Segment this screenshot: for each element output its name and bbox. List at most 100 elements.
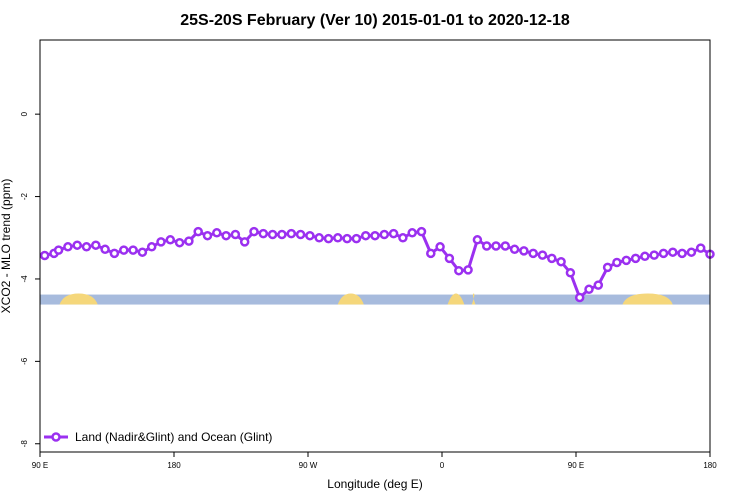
data-point: [584, 284, 594, 295]
data-point: [239, 237, 250, 247]
data-point: [360, 230, 371, 241]
data-point: [519, 246, 529, 256]
x-tick-label: 90 W: [299, 461, 318, 470]
y-tick-label: -2: [20, 192, 29, 200]
data-point: [258, 228, 269, 239]
data-point: [128, 245, 138, 255]
data-point: [323, 233, 334, 244]
data-point: [509, 244, 520, 255]
data-point: [500, 241, 511, 251]
data-point: [370, 230, 380, 241]
legend: Land (Nadir&Glint) and Ocean (Glint): [44, 430, 272, 444]
chart-title: 25S-20S February (Ver 10) 2015-01-01 to …: [180, 12, 570, 29]
land-patch: [337, 293, 364, 305]
y-tick-label: -6: [20, 357, 29, 365]
data-point: [277, 229, 287, 240]
data-point: [574, 292, 585, 303]
data-point: [658, 248, 669, 259]
data-point: [528, 248, 538, 259]
x-tick-label: 90 E: [32, 461, 48, 470]
data-point: [630, 253, 641, 264]
data-point: [202, 230, 213, 241]
data-point: [649, 250, 659, 260]
data-point: [621, 255, 632, 266]
data-point: [565, 268, 576, 278]
data-point: [686, 247, 697, 257]
data-point: [444, 253, 455, 264]
data-point: [184, 236, 194, 246]
data-point: [305, 230, 315, 241]
data-point: [677, 248, 687, 259]
x-axis-label: Longitude (deg E): [327, 477, 422, 491]
data-point: [612, 257, 622, 268]
data-point: [295, 229, 306, 240]
data-point: [137, 247, 148, 257]
plot-frame: [39, 39, 711, 453]
data-point: [72, 240, 82, 250]
series-layer: [39, 226, 715, 303]
data-point: [379, 229, 390, 240]
data-point: [435, 242, 445, 252]
data-point: [491, 241, 501, 251]
land-patch: [471, 293, 476, 305]
data-point: [212, 228, 222, 238]
data-point: [165, 235, 176, 245]
data-point: [53, 245, 64, 255]
x-axis: 90 E 180 90 W 0 90 E 180: [32, 452, 717, 470]
data-point: [463, 265, 473, 275]
data-point: [472, 235, 483, 245]
data-point: [146, 242, 157, 252]
y-axis-label: XCO2 - MLO trend (ppm): [0, 179, 13, 314]
legend-marker: [51, 432, 61, 442]
surface-band: [40, 293, 710, 305]
data-point: [426, 248, 436, 259]
data-point: [39, 250, 50, 261]
x-tick-label: 180: [167, 461, 181, 470]
data-point: [156, 237, 166, 247]
data-point: [388, 228, 399, 239]
data-point: [91, 240, 101, 250]
data-point: [342, 233, 352, 244]
x-tick-label: 0: [440, 461, 445, 470]
data-point: [81, 242, 92, 252]
data-point: [668, 247, 678, 257]
data-point: [398, 233, 408, 243]
data-point: [230, 229, 241, 240]
y-tick-label: 0: [20, 111, 29, 116]
data-point: [640, 251, 650, 262]
data-point: [221, 230, 231, 241]
data-point: [109, 248, 120, 259]
data-point: [593, 280, 604, 290]
data-point: [193, 226, 203, 237]
data-point: [100, 244, 110, 255]
data-point: [267, 229, 278, 240]
data-point: [416, 226, 427, 237]
data-point: [333, 233, 343, 243]
y-tick-label: -8: [20, 440, 29, 448]
data-point: [602, 262, 613, 273]
legend-label: Land (Nadir&Glint) and Ocean (Glint): [75, 430, 272, 444]
data-point: [286, 228, 297, 239]
y-axis: 0 -2 -4 -6 -8: [20, 111, 40, 447]
y-tick-label: -4: [20, 275, 29, 283]
land-patch: [447, 293, 465, 305]
x-tick-label: 180: [703, 461, 717, 470]
data-point: [249, 226, 259, 237]
data-point: [454, 265, 464, 276]
ocean-band: [40, 294, 710, 305]
x-tick-label: 90 E: [568, 461, 584, 470]
data-point: [547, 253, 557, 264]
data-point: [63, 242, 73, 252]
land-patch: [59, 293, 98, 305]
data-point: [556, 256, 566, 267]
land-patch: [622, 293, 673, 305]
data-point: [351, 233, 362, 244]
data-point: [314, 233, 324, 243]
data-point: [174, 237, 185, 248]
data-point: [537, 250, 548, 260]
data-point: [695, 243, 706, 253]
data-point: [407, 228, 417, 238]
data-point: [119, 245, 129, 255]
data-point: [481, 241, 492, 251]
